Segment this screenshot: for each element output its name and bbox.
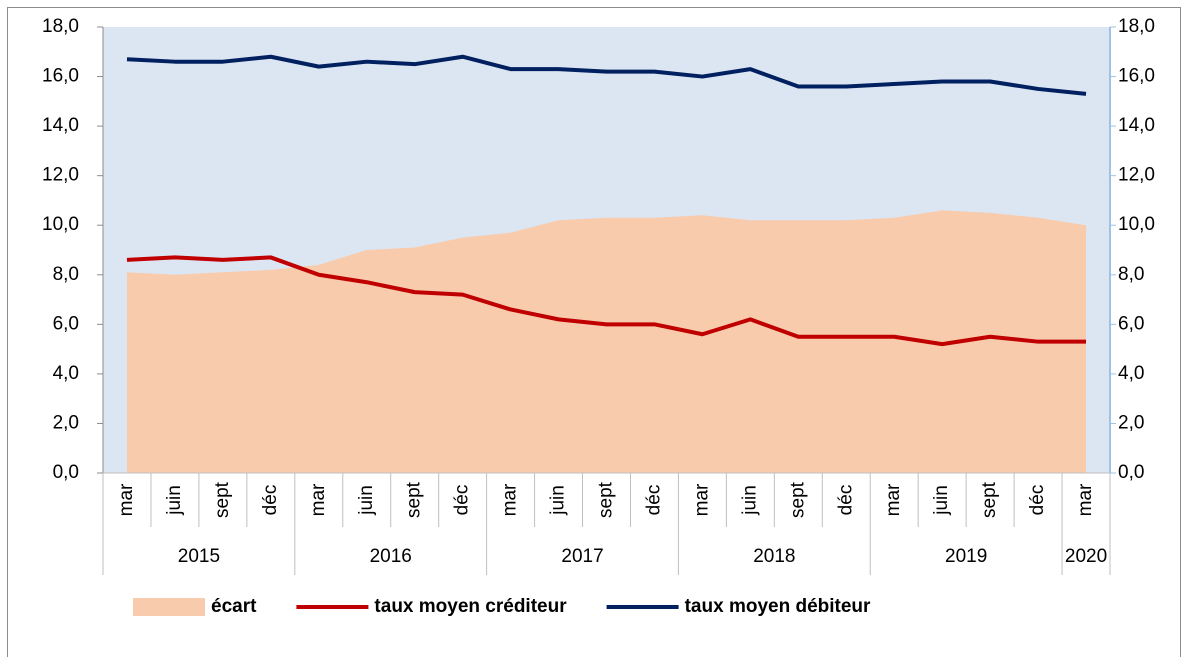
- area: [126, 210, 1087, 473]
- x-tick-label: juin: [164, 485, 185, 516]
- y-tick-label: 0,0: [53, 462, 79, 483]
- year-label: 2018: [753, 546, 795, 567]
- legend-swatch: [133, 598, 205, 616]
- x-tick-label: sept: [787, 481, 808, 518]
- y2-tick-label: 12,0: [1118, 165, 1155, 186]
- x-tick-label: mar: [308, 483, 329, 516]
- y-tick-label: 8,0: [53, 264, 79, 285]
- y2-tick-label: 14,0: [1118, 115, 1155, 136]
- x-tick-label: sept: [212, 481, 233, 518]
- x-tick-label: mar: [883, 483, 904, 516]
- legend-label: taux moyen débiteur: [685, 596, 871, 617]
- y2-tick-label: 16,0: [1118, 66, 1155, 87]
- y-tick-label: 16,0: [42, 66, 79, 87]
- y-tick-label: 18,0: [42, 16, 79, 37]
- x-tick-label: déc: [260, 485, 281, 516]
- y-tick-label: 10,0: [42, 214, 79, 235]
- x-tick-label: juin: [931, 485, 952, 516]
- line: [126, 54, 1087, 96]
- x-tick-label: juin: [356, 485, 377, 516]
- year-label: 2019: [945, 546, 987, 567]
- year-label: 2015: [178, 546, 220, 567]
- x-tick-label: déc: [1027, 485, 1048, 516]
- x-tick-label: déc: [643, 485, 664, 516]
- x-tick-label: déc: [452, 485, 473, 516]
- y2-tick-label: 8,0: [1118, 264, 1144, 285]
- y-tick-label: 4,0: [53, 363, 79, 384]
- y2-tick-label: 2,0: [1118, 412, 1144, 433]
- x-tick-label: sept: [979, 481, 1000, 518]
- y-tick-label: 2,0: [53, 412, 79, 433]
- y-tick-label: 14,0: [42, 115, 79, 136]
- line: [126, 255, 1087, 347]
- legend-label: écart: [211, 596, 257, 617]
- y2-tick-label: 18,0: [1118, 16, 1155, 37]
- x-tick-label: mar: [691, 483, 712, 516]
- x-tick-label: déc: [835, 485, 856, 516]
- x-tick-label: juin: [548, 485, 569, 516]
- year-label: 2016: [370, 546, 412, 567]
- x-tick-label: mar: [1075, 483, 1096, 516]
- legend-label: taux moyen créditeur: [374, 596, 567, 617]
- y2-tick-label: 0,0: [1118, 462, 1144, 483]
- y2-tick-label: 4,0: [1118, 363, 1144, 384]
- y-tick-label: 12,0: [42, 165, 79, 186]
- x-tick-label: mar: [500, 483, 521, 516]
- y2-tick-label: 10,0: [1118, 214, 1155, 235]
- year-label: 2020: [1065, 546, 1107, 567]
- x-tick-label: mar: [116, 483, 137, 516]
- x-tick-label: sept: [404, 481, 425, 518]
- y2-tick-label: 6,0: [1118, 313, 1144, 334]
- x-tick-label: sept: [596, 481, 617, 518]
- y-tick-label: 6,0: [53, 313, 79, 334]
- year-label: 2017: [561, 546, 603, 567]
- x-tick-label: juin: [739, 485, 760, 516]
